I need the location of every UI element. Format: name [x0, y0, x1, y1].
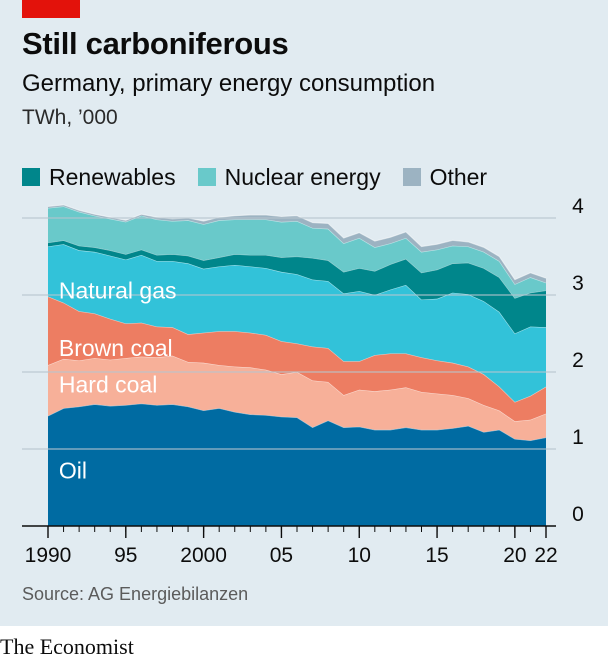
legend-item: Renewables	[22, 164, 176, 191]
x-tick-label: 20	[503, 544, 526, 567]
area-oil	[48, 403, 546, 526]
series-label-brown-coal: Brown coal	[59, 335, 173, 361]
series-label-hard-coal: Hard coal	[59, 371, 157, 397]
x-tick-label: 05	[270, 544, 293, 567]
y-tick-label: 2	[572, 349, 584, 372]
x-tick-label: 22	[534, 544, 557, 567]
legend-item: Other	[402, 163, 488, 191]
y-tick-label: 3	[572, 272, 584, 295]
y-tick-label: 1	[572, 426, 584, 449]
chart-subtitle: Germany, primary energy consumption	[22, 70, 436, 97]
legend-swatch	[197, 168, 216, 186]
chart-legend: Renewables Nuclear energy Other	[22, 161, 509, 193]
publisher-wordmark: The Economist	[0, 634, 134, 659]
legend-swatch	[22, 168, 40, 186]
legend-label: Nuclear energy	[224, 163, 381, 190]
legend-label: Other	[429, 163, 488, 190]
series-label-natural-gas: Natural gas	[59, 277, 177, 303]
y-tick-label: 0	[572, 503, 584, 526]
series-labels: Oil Hard coal Brown coal Natural gas	[59, 277, 177, 483]
legend-label: Renewables	[49, 163, 176, 190]
series-label-oil: Oil	[59, 458, 87, 484]
area-natural-gas	[48, 244, 546, 402]
y-tick-label: 4	[572, 195, 584, 218]
x-tick-label: 1990	[25, 544, 72, 567]
area-other	[48, 204, 546, 285]
x-axis: 1990 95 2000 05 10 15 20 22	[22, 525, 558, 567]
legend-swatch	[402, 168, 421, 186]
area-nuclear-energy	[48, 206, 546, 299]
chart-unit-label: TWh, ’000	[22, 106, 118, 129]
x-tick-label: 10	[348, 544, 371, 567]
chart-title: Still carboniferous	[22, 26, 289, 61]
area-renewables	[48, 240, 546, 334]
brand-accent-bar	[22, 0, 80, 18]
x-tick-label: 15	[425, 544, 448, 567]
source-note: Source: AG Energiebilanzen	[22, 584, 249, 604]
area-hard-coal	[48, 355, 546, 441]
area-layers	[47, 204, 547, 526]
y-axis: 0 1 2 3 4	[572, 195, 584, 526]
legend-item: Nuclear energy	[197, 163, 381, 191]
x-tick-label: 95	[114, 544, 137, 567]
grid-lines	[22, 217, 556, 450]
area-boundary-natural-gas	[47, 243, 547, 335]
x-tick-label: 2000	[180, 544, 227, 567]
